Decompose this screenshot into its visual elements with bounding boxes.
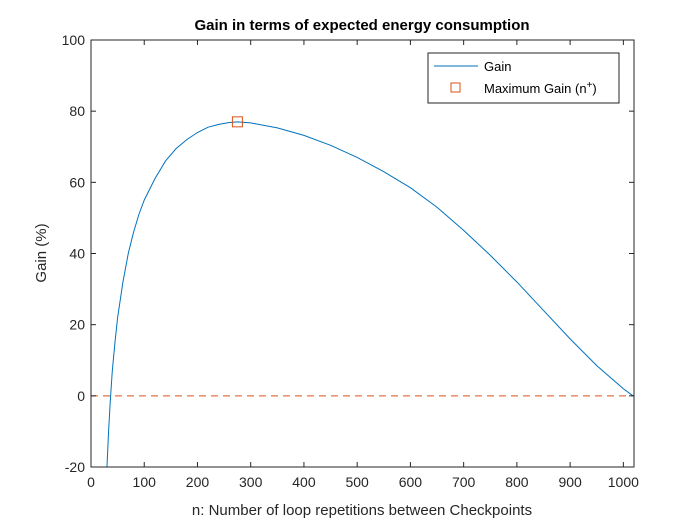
x-tick-label: 0 <box>87 474 95 490</box>
legend-max-swatch <box>450 82 461 93</box>
legend-gain-label: Gain <box>484 59 511 74</box>
x-tick-label: 600 <box>399 474 423 490</box>
gain-series-line <box>106 121 634 467</box>
series-lines <box>106 121 634 467</box>
x-tick-label: 900 <box>558 474 582 490</box>
legend-max-label-close: ) <box>592 81 596 96</box>
y-tick-label: 80 <box>69 103 85 119</box>
y-tick-label: -20 <box>65 459 85 475</box>
x-tick-label: 800 <box>505 474 529 490</box>
series-markers <box>231 116 243 128</box>
y-tick-label: 100 <box>62 32 86 48</box>
legend-max-label: Maximum Gain (n+) <box>484 80 597 96</box>
x-axis-label: n: Number of loop repetitions between Ch… <box>192 502 532 519</box>
chart-title: Gain in terms of expected energy consump… <box>194 17 529 34</box>
x-tick-label: 1000 <box>608 474 639 490</box>
x-tick-label: 400 <box>292 474 316 490</box>
plot-area <box>91 40 634 467</box>
y-axis-ticks: -20 0 20 40 60 80 100 <box>62 32 634 475</box>
x-tick-label: 100 <box>133 474 157 490</box>
y-tick-label: 40 <box>69 246 85 262</box>
x-tick-label: 700 <box>452 474 476 490</box>
legend-box <box>427 52 620 104</box>
legend-max-label-sup: + <box>587 80 593 91</box>
maximum-gain-marker <box>231 116 243 128</box>
x-tick-label: 300 <box>239 474 263 490</box>
legend: Gain Maximum Gain (n+) <box>427 52 620 104</box>
y-tick-label: 60 <box>69 174 85 190</box>
x-axis-ticks: 0 100 200 300 400 500 600 700 800 900 1000 <box>87 40 639 490</box>
y-tick-label: 0 <box>77 388 85 404</box>
x-tick-label: 500 <box>345 474 369 490</box>
y-tick-label: 20 <box>69 317 85 333</box>
x-tick-label: 200 <box>186 474 210 490</box>
y-axis-label: Gain (%) <box>33 223 50 282</box>
legend-max-label-text: Maximum Gain (n <box>484 81 587 96</box>
